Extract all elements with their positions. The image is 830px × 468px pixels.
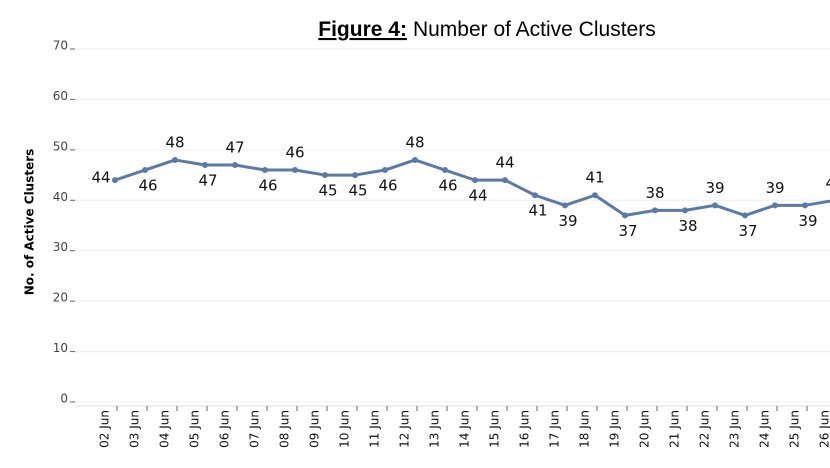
y-tick-label: 70 [53, 39, 68, 53]
data-label: 46 [138, 177, 157, 195]
data-label: 37 [738, 222, 757, 240]
point [472, 177, 478, 184]
data-label: 46 [438, 177, 457, 195]
x-tick-label: 12 Jun [398, 410, 412, 448]
data-label: 47 [198, 171, 217, 189]
data-label: 45 [318, 182, 337, 200]
y-tick-label: 30 [53, 240, 68, 254]
x-tick-label: 08 Jun [278, 410, 292, 448]
title-text: Number of Active Clusters [413, 18, 656, 41]
data-label: 39 [798, 212, 817, 230]
x-tick-label: 15 Jun [488, 410, 502, 448]
point [652, 207, 658, 214]
point [352, 172, 358, 179]
point [292, 167, 298, 174]
point [262, 167, 268, 174]
point [712, 202, 718, 209]
y-tick-label: 40 [53, 190, 68, 204]
chart-title: Figure 4: Number of Active Clusters [318, 18, 655, 41]
y-tick-label: 10 [53, 341, 68, 355]
point [112, 177, 118, 184]
point [682, 207, 688, 214]
point [172, 156, 178, 163]
data-label: 37 [618, 222, 637, 240]
point [742, 212, 748, 219]
x-tick-label: 20 Jun [638, 410, 652, 448]
data-label: 46 [258, 177, 277, 195]
data-label: 45 [348, 182, 367, 200]
x-tick-label: 05 Jun [188, 410, 202, 448]
data-label: 39 [558, 212, 577, 230]
x-tick-label: 07 Jun [248, 410, 262, 448]
data-label: 39 [765, 179, 784, 197]
data-label: 38 [678, 217, 697, 235]
y-tick-label: 0 [60, 392, 68, 406]
point [412, 156, 418, 163]
x-tick-label: 13 Jun [428, 410, 442, 448]
y-tick-label: 60 [53, 89, 68, 103]
data-label: 48 [405, 133, 424, 151]
point [622, 212, 628, 219]
x-tick-label: 11 Jun [368, 410, 382, 448]
x-tick-label: 02 Jun [98, 410, 112, 448]
title-prefix: Figure 4: [318, 18, 407, 41]
data-label: 44 [495, 154, 514, 172]
data-label: 46 [378, 177, 397, 195]
data-label: 48 [165, 133, 184, 151]
data-label: 41 [585, 169, 604, 187]
x-tick-label: 17 Jun [548, 410, 562, 448]
point [442, 167, 448, 174]
x-tick-label: 09 Jun [308, 410, 322, 448]
y-tick-label: 50 [53, 139, 68, 153]
point [802, 202, 808, 209]
data-label: 44 [468, 187, 487, 205]
data-label: 41 [528, 202, 547, 220]
point [562, 202, 568, 209]
data-label: 44 [91, 169, 110, 187]
point [202, 161, 208, 168]
x-tick-label: 22 Jun [698, 410, 712, 448]
point [502, 177, 508, 184]
data-label: 38 [645, 184, 664, 202]
data-label: 39 [705, 179, 724, 197]
x-tick-label: 21 Jun [668, 410, 682, 448]
point [592, 192, 598, 199]
point [382, 167, 388, 174]
x-tick-label: 23 Jun [728, 410, 742, 448]
x-tick-label: 04 Jun [158, 410, 172, 448]
data-label: 40 [825, 174, 830, 192]
x-tick-label: 14 Jun [458, 410, 472, 448]
data-label: 47 [225, 138, 244, 156]
point [772, 202, 778, 209]
x-tick-label: 18 Jun [578, 410, 592, 448]
y-tick-label: 20 [53, 291, 68, 305]
x-tick-label: 25 Jun [788, 410, 802, 448]
point [142, 167, 148, 174]
point [322, 172, 328, 179]
x-tick-label: 24 Jun [758, 410, 772, 448]
x-tick-label: 16 Jun [518, 410, 532, 448]
x-tick-label: 10 Jun [338, 410, 352, 448]
x-tick-label: 19 Jun [608, 410, 622, 448]
point [532, 192, 538, 199]
x-tick-label: 03 Jun [128, 410, 142, 448]
x-tick-label: 06 Jun [218, 410, 232, 448]
x-tick-label: 26 Jun [818, 410, 830, 448]
point [232, 161, 238, 168]
data-label: 46 [285, 144, 304, 162]
y-axis-label: No. of Active Clusters [23, 149, 37, 296]
